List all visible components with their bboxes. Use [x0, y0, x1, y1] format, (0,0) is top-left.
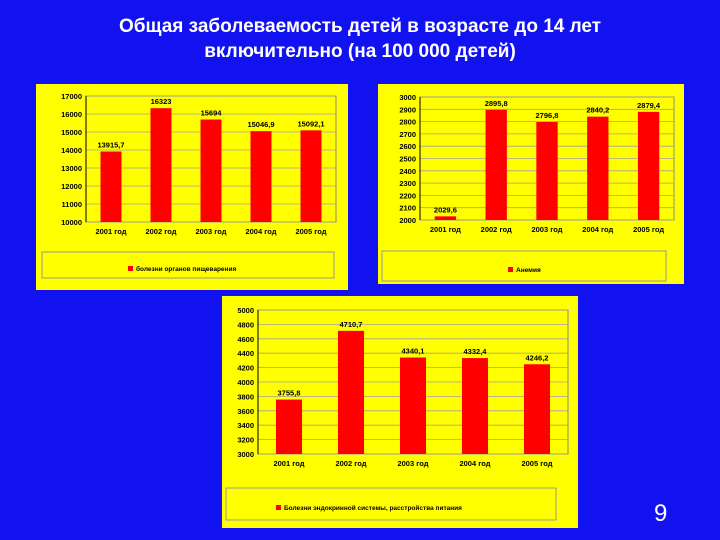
y-tick-label: 5000 — [237, 306, 254, 315]
y-tick-label: 3800 — [237, 392, 254, 401]
y-tick-label: 4000 — [237, 378, 254, 387]
y-tick-label: 2600 — [399, 142, 416, 151]
value-label: 4710,7 — [340, 320, 363, 329]
y-tick-label: 4200 — [237, 364, 254, 373]
legend-swatch — [276, 505, 281, 510]
y-tick-label: 14000 — [61, 146, 82, 155]
y-tick-label: 2300 — [399, 179, 416, 188]
legend-box — [381, 250, 667, 282]
x-tick-label: 2002 год — [335, 459, 366, 468]
y-tick-label: 3600 — [237, 407, 254, 416]
x-tick-label: 2005 год — [633, 225, 664, 234]
value-label: 16323 — [151, 97, 172, 106]
y-tick-label: 13000 — [61, 164, 82, 173]
x-tick-label: 2003 год — [531, 225, 562, 234]
value-label: 4246,2 — [526, 353, 549, 362]
y-tick-label: 11000 — [62, 200, 82, 209]
bar — [250, 131, 272, 222]
value-label: 4332,4 — [464, 347, 488, 356]
chart-endocrine: 5000 4800 4600 4400 4200 4000 3800 3600 3400 3200… — [225, 306, 569, 521]
bar — [275, 399, 303, 454]
value-label: 13915,7 — [97, 141, 124, 150]
x-tick-label: 2004 год — [582, 225, 613, 234]
y-tick-label: 2200 — [399, 191, 416, 200]
y-tick-label: 17000 — [61, 92, 82, 101]
y-tick-label: 3000 — [237, 450, 254, 459]
x-tick-label: 2003 год — [195, 227, 226, 236]
bar — [399, 357, 427, 454]
y-tick-label: 2100 — [399, 204, 416, 213]
slide-title-line-1: Общая заболеваемость детей в возрасте до… — [118, 16, 602, 37]
y-tick-label: 16000 — [61, 110, 82, 119]
chart-panel-endocrine: 5000 4800 4600 4400 4200 4000 3800 3600 3400 3200… — [222, 296, 578, 528]
value-label: 15092,1 — [297, 119, 324, 128]
chart-anemia: 3000 2900 2800 2700 2600 2500 2400 2300 2200 2100… — [381, 93, 675, 282]
legend-swatch — [508, 267, 513, 272]
legend-label: болезни органов пищеварения — [136, 265, 236, 273]
x-tick-label: 2004 год — [459, 459, 490, 468]
y-tick-label: 12000 — [61, 182, 82, 191]
legend-box — [41, 251, 335, 279]
y-tick-label: 2400 — [399, 167, 416, 176]
legend-label: Болезни эндокринной системы, расстройств… — [284, 504, 462, 512]
y-tick-label: 2700 — [399, 130, 416, 139]
bar — [637, 111, 660, 220]
y-tick-label: 3200 — [237, 436, 254, 445]
y-tick-label: 4400 — [237, 349, 254, 358]
value-label: 4340,1 — [402, 347, 425, 356]
bar — [523, 364, 551, 454]
bar — [485, 109, 507, 220]
bar — [337, 330, 365, 454]
y-tick-label: 2500 — [399, 155, 416, 164]
y-tick-label: 2800 — [399, 118, 416, 127]
x-tick-label: 2001 год — [273, 459, 304, 468]
chart-panel-anemia: 3000 2900 2800 2700 2600 2500 2400 2300 2200 2100… — [378, 84, 684, 284]
y-tick-label: 15000 — [61, 128, 82, 137]
y-tick-label: 3400 — [237, 421, 254, 430]
legend-box — [225, 487, 557, 521]
y-tick-label: 4600 — [237, 335, 254, 344]
slide-title: Общая заболеваемость детей в возрасте до… — [0, 14, 720, 64]
y-tick-label: 2000 — [399, 216, 416, 225]
x-tick-label: 2003 год — [397, 459, 428, 468]
x-tick-label: 2002 год — [145, 227, 176, 236]
y-tick-label: 4800 — [237, 320, 254, 329]
x-tick-label: 2001 год — [430, 225, 461, 234]
x-tick-label: 2004 год — [245, 227, 276, 236]
legend-swatch — [128, 266, 133, 271]
legend-label: Анемия — [516, 267, 541, 274]
bar — [536, 121, 558, 220]
bar — [150, 108, 172, 222]
y-tick-label: 10000 — [61, 218, 82, 227]
chart-digestive: 17000 16000 15000 14000 13000 12000 11000 10000… — [41, 92, 337, 279]
bar — [461, 358, 489, 454]
slide-number: 9 — [654, 500, 668, 527]
value-label: 15694 — [201, 109, 223, 118]
y-tick-label: 2900 — [399, 105, 416, 114]
value-label: 2840,2 — [586, 106, 609, 115]
chart-panel-digestive: 17000 16000 15000 14000 13000 12000 11000 10000… — [36, 84, 348, 290]
x-tick-label: 2001 год — [95, 227, 126, 236]
x-tick-label: 2005 год — [521, 459, 552, 468]
bar — [300, 130, 322, 222]
slide-title-line-2: включительно (на 100 000 детей) — [204, 41, 516, 62]
bar — [587, 116, 609, 220]
value-label: 2796,8 — [536, 111, 559, 120]
value-label: 15046,9 — [247, 120, 274, 129]
value-label: 2029,6 — [434, 205, 457, 214]
bar — [200, 119, 222, 222]
value-label: 2895,8 — [485, 99, 508, 108]
y-tick-label: 3000 — [399, 93, 416, 102]
bar — [100, 151, 122, 222]
value-label: 3755,8 — [278, 389, 301, 398]
value-label: 2879,4 — [637, 101, 661, 110]
x-tick-label: 2005 год — [295, 227, 326, 236]
x-tick-label: 2002 год — [481, 225, 512, 234]
bar — [434, 216, 457, 220]
